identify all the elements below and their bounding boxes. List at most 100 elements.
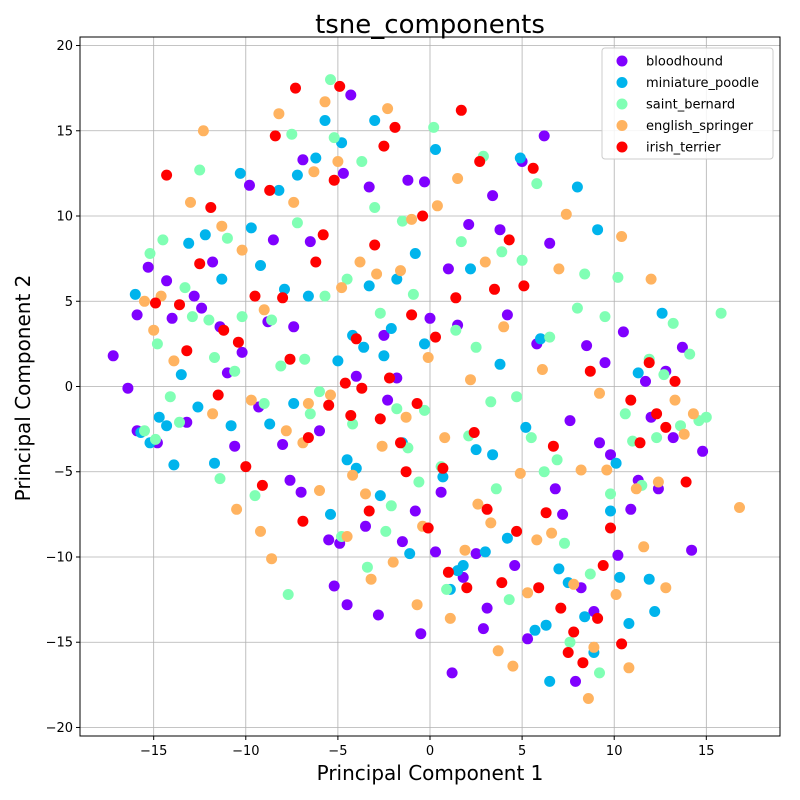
data-point-irish-terrier [249, 290, 261, 302]
data-point-irish-terrier [284, 353, 296, 365]
data-point-irish-terrier [406, 309, 418, 321]
data-point-bloodhound [314, 425, 325, 437]
data-point-bloodhound [297, 154, 309, 166]
data-point-irish-terrier [597, 560, 609, 571]
data-point-miniature-poodle [404, 548, 416, 560]
data-point-irish-terrier [540, 507, 552, 519]
data-point-saint-bernard [455, 236, 467, 248]
data-point-irish-terrier [669, 375, 681, 387]
data-point-miniature-poodle [332, 355, 344, 367]
data-point-bloodhound [625, 503, 637, 515]
data-point-miniature-poodle [419, 338, 430, 350]
data-point-english-springer [616, 231, 628, 242]
x-tick-label: 5 [518, 744, 526, 759]
data-point-english-springer [507, 660, 519, 672]
data-point-irish-terrier [212, 389, 224, 401]
data-point-bloodhound [538, 130, 550, 142]
data-point-bloodhound [131, 309, 143, 321]
data-point-english-springer [734, 502, 745, 513]
data-point-miniature-poodle [470, 444, 482, 456]
data-point-saint-bernard [229, 365, 241, 377]
data-point-bloodhound [415, 628, 427, 640]
data-point-saint-bernard [391, 403, 403, 415]
data-point-bloodhound [477, 623, 489, 635]
data-point-miniature-poodle [264, 418, 276, 430]
data-point-saint-bernard [511, 391, 523, 403]
data-point-miniature-poodle [391, 273, 403, 285]
data-point-saint-bernard [419, 404, 430, 416]
data-point-irish-terrier [395, 437, 406, 449]
data-point-saint-bernard [564, 636, 576, 648]
data-point-miniature-poodle [225, 420, 237, 432]
y-axis-label: Principal Component 2 [11, 275, 35, 502]
data-point-bloodhound [372, 609, 384, 621]
legend-label-bloodhound: bloodhound [646, 55, 723, 70]
y-tick-label: 5 [65, 295, 73, 310]
data-point-saint-bernard [299, 353, 311, 365]
data-point-irish-terrier [430, 331, 441, 343]
data-point-english-springer [280, 425, 292, 437]
data-point-saint-bernard [490, 483, 502, 495]
y-tick-label: 15 [56, 124, 73, 139]
data-point-english-springer [197, 125, 209, 137]
data-point-bloodhound [142, 261, 154, 273]
data-point-miniature-poodle [279, 283, 290, 295]
data-point-saint-bernard [675, 420, 686, 432]
data-point-bloodhound [424, 312, 436, 324]
data-point-saint-bernard [396, 215, 408, 227]
data-point-miniature-poodle [514, 152, 526, 164]
data-point-bloodhound [599, 357, 611, 369]
data-point-miniature-poodle [192, 401, 204, 413]
data-point-english-springer [669, 394, 681, 406]
legend-label-miniature-poodle: miniature_poodle [646, 76, 759, 91]
data-point-english-springer [439, 432, 451, 444]
data-point-irish-terrier [468, 427, 480, 438]
legend-marker-english-springer [616, 120, 628, 131]
legend: bloodhound miniature_poodle saint_bernarde… [601, 47, 774, 160]
data-point-bloodhound [509, 560, 521, 571]
data-point-bloodhound [229, 440, 241, 452]
data-point-miniature-poodle [325, 508, 336, 520]
data-point-saint-bernard [291, 217, 303, 229]
data-point-english-springer [400, 411, 412, 423]
data-point-saint-bernard [715, 307, 727, 319]
data-point-miniature-poodle [430, 144, 441, 155]
data-point-irish-terrier [496, 577, 508, 589]
data-point-saint-bernard [470, 341, 482, 353]
data-point-saint-bernard [341, 273, 353, 285]
data-point-miniature-poodle [183, 237, 195, 249]
data-point-miniature-poodle [409, 248, 421, 259]
data-points [107, 74, 745, 704]
data-point-english-springer [371, 268, 383, 280]
data-point-english-springer [387, 556, 399, 568]
data-point-irish-terrier [511, 525, 523, 537]
data-point-saint-bernard [407, 288, 419, 300]
data-point-saint-bernard [325, 74, 336, 86]
data-point-bloodhound [481, 602, 493, 614]
data-point-english-springer [444, 612, 456, 624]
data-point-english-springer [431, 200, 443, 212]
data-point-bloodhound [161, 275, 173, 287]
data-point-miniature-poodle [153, 411, 165, 423]
data-point-saint-bernard [275, 360, 287, 372]
y-tick-label: 10 [56, 210, 73, 225]
data-point-miniature-poodle [632, 367, 644, 379]
data-point-miniature-poodle [369, 115, 381, 126]
data-point-saint-bernard [571, 302, 583, 314]
data-point-bloodhound [402, 174, 414, 186]
data-point-irish-terrier [577, 657, 589, 669]
data-point-saint-bernard [385, 500, 397, 512]
data-point-bloodhound [277, 439, 289, 450]
data-point-miniature-poodle [649, 606, 661, 617]
data-point-english-springer [258, 304, 270, 316]
data-point-miniature-poodle [302, 290, 314, 302]
data-point-english-springer [325, 389, 336, 401]
data-point-irish-terrier [584, 365, 596, 377]
data-point-english-springer [678, 428, 690, 440]
data-point-english-springer [687, 408, 699, 420]
data-point-miniature-poodle [209, 457, 220, 469]
data-point-bloodhound [612, 549, 624, 561]
data-point-english-springer [575, 464, 587, 476]
data-point-saint-bernard [450, 324, 462, 336]
data-point-bloodhound [640, 375, 651, 387]
